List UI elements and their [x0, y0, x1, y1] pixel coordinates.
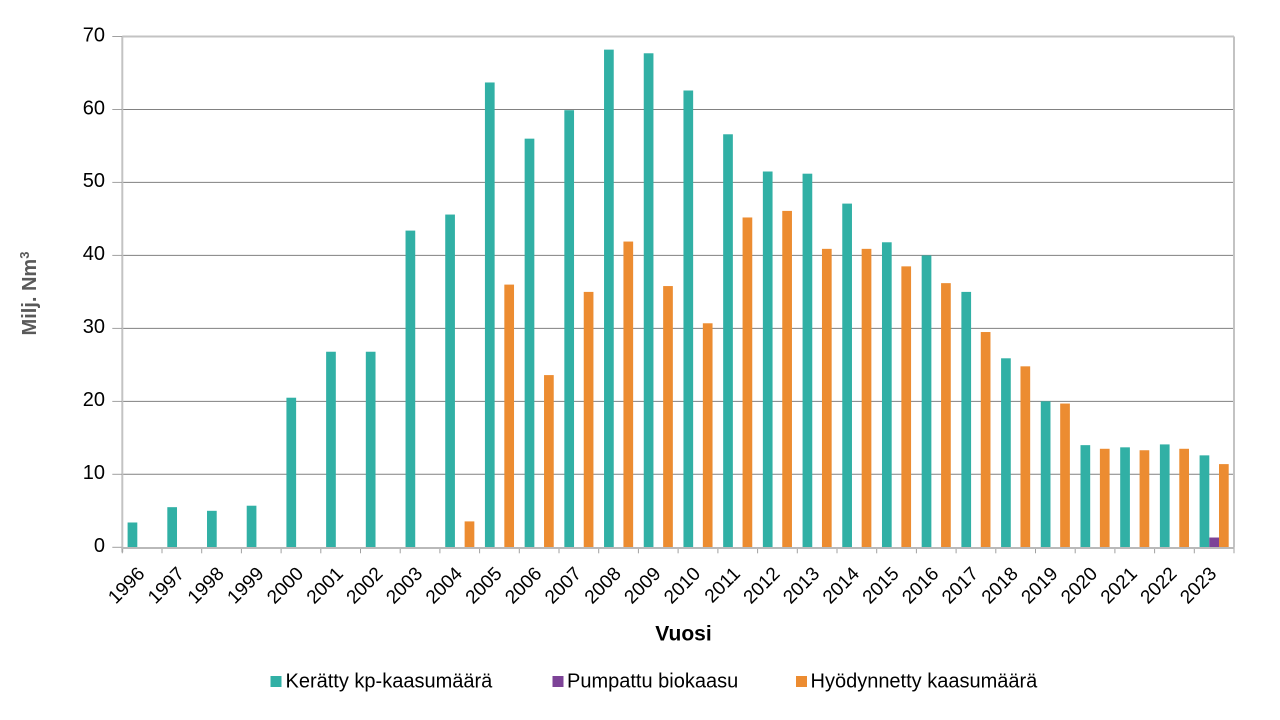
svg-text:0: 0	[94, 535, 105, 557]
svg-text:Hyödynnetty kaasumäärä: Hyödynnetty kaasumäärä	[811, 670, 1039, 692]
svg-text:70: 70	[83, 24, 105, 46]
svg-text:30: 30	[83, 316, 105, 338]
svg-text:Milj. Nm3: Milj. Nm3	[17, 252, 41, 336]
svg-text:Pumpattu biokaasu: Pumpattu biokaasu	[567, 670, 738, 692]
svg-text:60: 60	[83, 97, 105, 119]
svg-text:10: 10	[83, 462, 105, 484]
svg-text:50: 50	[83, 170, 105, 192]
svg-text:Kerätty kp-kaasumäärä: Kerätty kp-kaasumäärä	[286, 670, 494, 692]
svg-text:40: 40	[83, 243, 105, 265]
svg-text:Vuosi: Vuosi	[655, 623, 711, 646]
svg-text:20: 20	[83, 389, 105, 411]
